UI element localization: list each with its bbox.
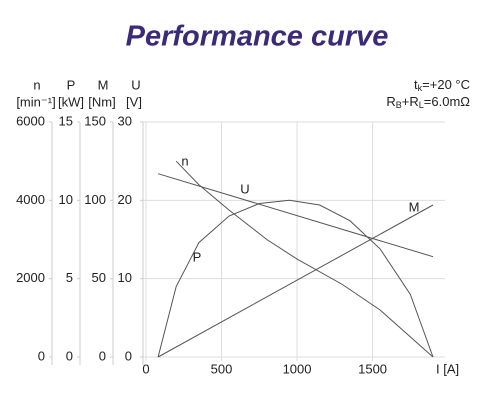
y-tick-label: 2000 — [16, 270, 45, 285]
x-tick-label: 1000 — [283, 361, 312, 376]
x-tick-label: 500 — [211, 361, 233, 376]
annotation: RB+RL=6.0mΩ — [386, 94, 470, 110]
y-axis-name: M — [98, 77, 109, 92]
curve — [157, 173, 434, 258]
y-axis-name: n — [33, 77, 40, 92]
annotation: tk=+20 °C — [414, 77, 470, 93]
y-tick-label: 6000 — [16, 113, 45, 128]
curve-label: P — [193, 249, 202, 264]
y-tick-label: 0 — [99, 348, 106, 363]
y-tick-label: 20 — [118, 192, 132, 207]
y-tick-label: 15 — [59, 113, 73, 128]
y-tick-label: 100 — [84, 192, 106, 207]
y-axis-name: U — [131, 77, 140, 92]
y-tick-label: 10 — [59, 192, 73, 207]
curve — [157, 199, 434, 358]
chart-title: Performance curve — [126, 21, 389, 53]
annotation-part: L — [419, 100, 424, 110]
y-tick-label: 10 — [118, 270, 132, 285]
annotation-part: =+20 °C — [422, 77, 470, 92]
x-axis-label: I [A] — [436, 361, 459, 376]
y-tick-label: 0 — [125, 348, 132, 363]
annotation-part: k — [418, 83, 423, 93]
annotation-part: R — [386, 94, 395, 109]
curve-label: M — [409, 199, 420, 214]
y-axis-unit: [Nm] — [88, 94, 115, 109]
y-tick-label: 50 — [92, 270, 106, 285]
y-axis-unit: [min⁻¹] — [16, 94, 55, 109]
y-tick-label: 30 — [118, 113, 132, 128]
y-tick-label: 5 — [66, 270, 73, 285]
curve-label: U — [240, 181, 249, 196]
curve-label: n — [181, 153, 188, 168]
y-axis-unit: [V] — [126, 94, 142, 109]
curve — [175, 160, 434, 358]
annotation-part: B — [396, 100, 402, 110]
y-tick-label: 150 — [84, 113, 106, 128]
curve — [157, 204, 434, 358]
annotation-part: t — [414, 77, 418, 92]
y-axis-name: P — [67, 77, 76, 92]
y-axis-unit: [kW] — [58, 94, 84, 109]
annotation-part: =6.0mΩ — [424, 94, 470, 109]
annotation-part: +R — [402, 94, 419, 109]
x-tick-label: 0 — [142, 361, 149, 376]
x-tick-label: 1500 — [358, 361, 387, 376]
y-tick-label: 4000 — [16, 192, 45, 207]
y-tick-label: 0 — [38, 348, 45, 363]
y-tick-label: 0 — [66, 348, 73, 363]
